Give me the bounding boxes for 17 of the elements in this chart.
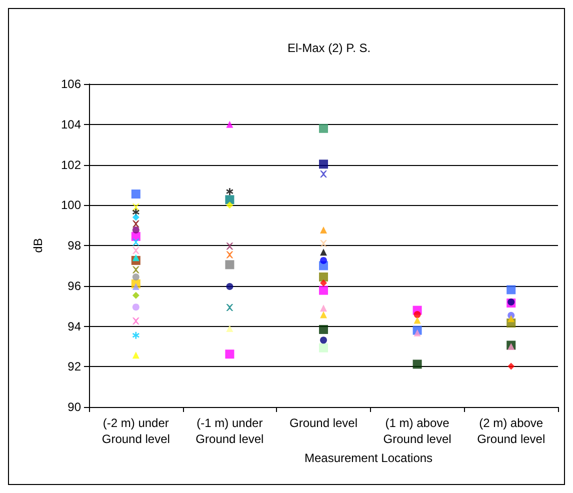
y-tick-label: 94 [68, 319, 82, 334]
y-axis-title: dB [31, 238, 45, 253]
chart-title: El-Max (2) P. S. [287, 41, 371, 55]
y-tick-label: 98 [68, 238, 82, 252]
y-tick-label: 96 [68, 278, 82, 293]
x-tick-label: Ground level [289, 416, 358, 430]
x-tick-label: (-1 m) under Ground level [196, 416, 264, 446]
y-tick-label: 104 [60, 117, 82, 132]
y-tick-label: 92 [68, 360, 82, 374]
y-tick-label: 100 [60, 198, 82, 212]
x-tick-label: (2 m) above Ground level [477, 416, 546, 446]
x-tick-label: (-2 m) under Ground level [102, 416, 170, 446]
x-axis-title: Measurement Locations [304, 450, 433, 465]
y-tick-label: 106 [60, 77, 82, 91]
x-tick-label: (1 m) above Ground level [383, 416, 452, 446]
y-tick-label: 90 [68, 400, 82, 414]
y-tick-label: 102 [60, 158, 82, 172]
